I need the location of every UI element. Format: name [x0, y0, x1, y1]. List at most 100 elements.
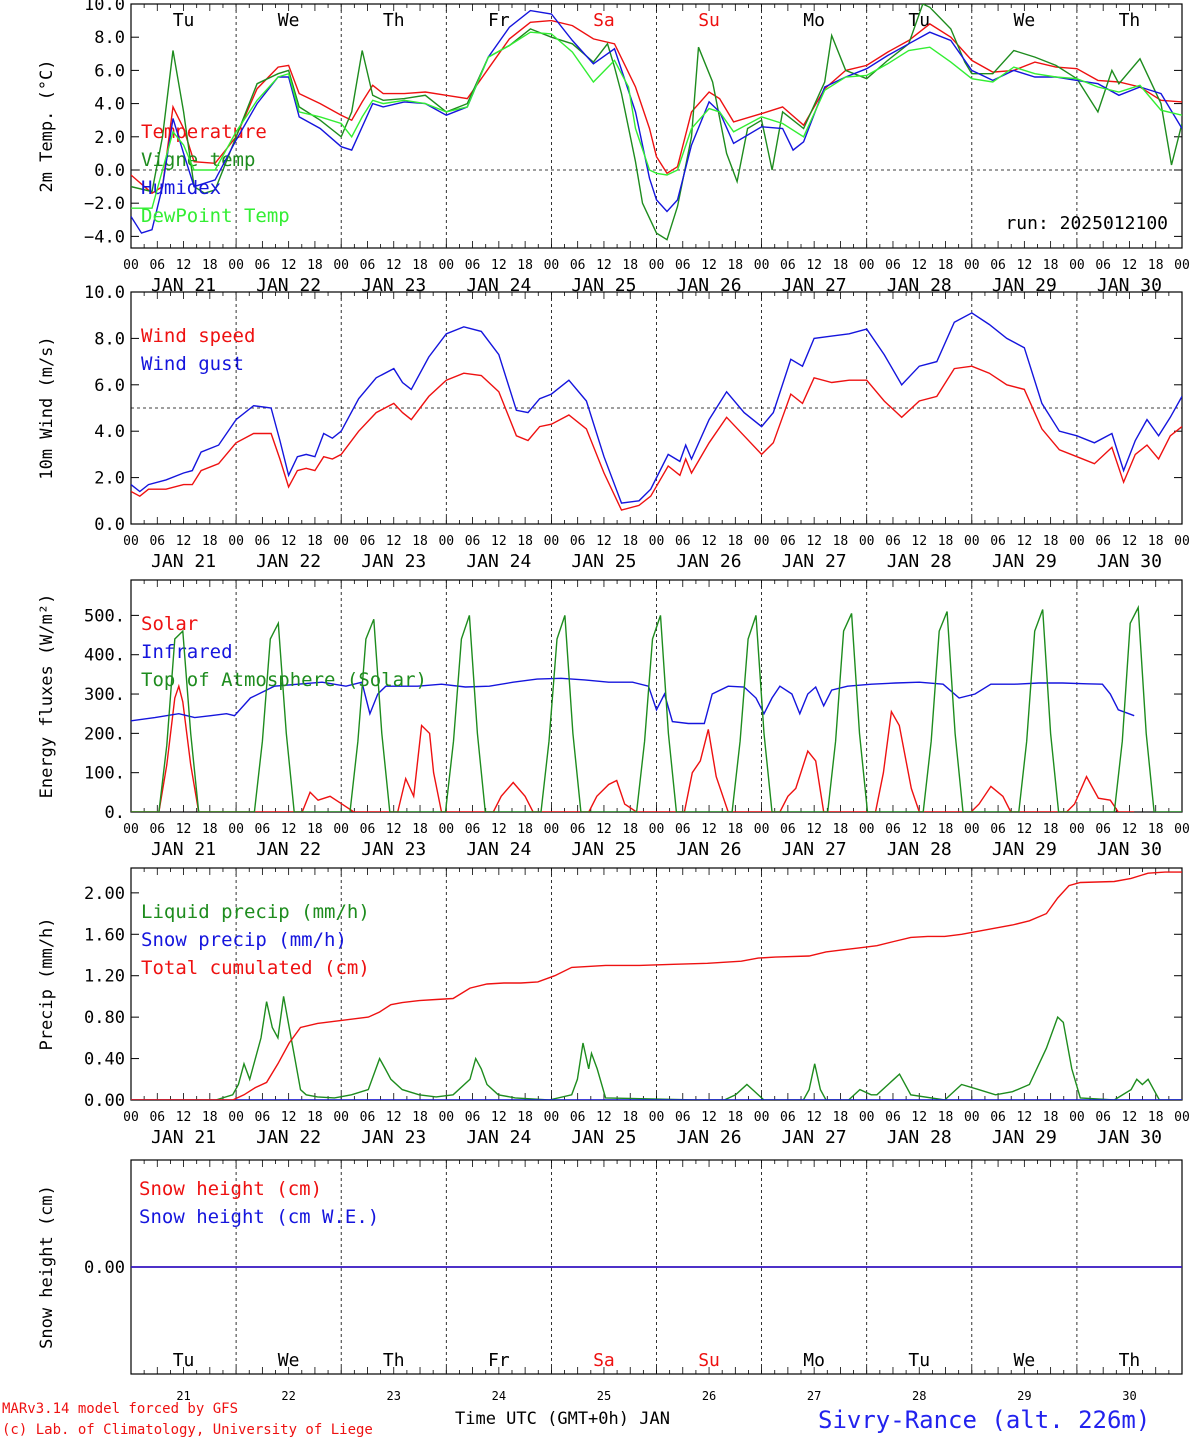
- hour-tick-label: 00: [228, 1110, 244, 1125]
- hour-tick-label: 00: [123, 258, 139, 273]
- hour-tick-label: 18: [938, 822, 954, 837]
- day-number-label: 23: [387, 1389, 401, 1403]
- hour-tick-label: 18: [833, 534, 849, 549]
- hour-tick-label: 00: [964, 258, 980, 273]
- weekday-label: Th: [383, 1350, 405, 1371]
- hour-tick-label: 18: [1043, 534, 1059, 549]
- weekday-label: We: [278, 1350, 300, 1371]
- day-date-label: JAN 28: [887, 839, 952, 860]
- day-date-label: JAN 21: [151, 275, 216, 296]
- y-tick-label: 1.60: [84, 925, 125, 945]
- hour-tick-label: 06: [360, 534, 376, 549]
- weekday-label: Mo: [803, 10, 825, 31]
- hour-tick-label: 00: [1069, 258, 1085, 273]
- y-tick-label: 0.40: [84, 1050, 125, 1070]
- hour-tick-label: 06: [1095, 822, 1111, 837]
- day-date-label: JAN 27: [782, 1127, 847, 1148]
- hour-tick-label: 12: [176, 534, 192, 549]
- hour-tick-label: 00: [228, 534, 244, 549]
- hour-tick-label: 18: [833, 258, 849, 273]
- hour-tick-label: 00: [228, 822, 244, 837]
- hour-tick-label: 06: [360, 822, 376, 837]
- hour-tick-label: 12: [1122, 258, 1138, 273]
- day-number-label: 29: [1017, 1389, 1031, 1403]
- hour-tick-label: 12: [281, 534, 297, 549]
- y-axis-label: 10m Wind (m/s): [37, 336, 57, 479]
- hour-tick-label: 06: [885, 534, 901, 549]
- day-date-label: JAN 30: [1097, 1127, 1162, 1148]
- hour-tick-label: 12: [491, 1110, 507, 1125]
- hour-tick-label: 12: [386, 1110, 402, 1125]
- y-tick-label: 4.0: [94, 95, 125, 115]
- hour-tick-label: 12: [806, 1110, 822, 1125]
- hour-tick-label: 06: [780, 258, 796, 273]
- hour-tick-label: 06: [149, 1110, 165, 1125]
- day-number-label: 27: [807, 1389, 821, 1403]
- hour-tick-label: 06: [990, 534, 1006, 549]
- day-date-label: JAN 29: [992, 551, 1057, 572]
- legend-entry: Vigne temp: [141, 149, 255, 171]
- y-axis-label: Snow height (cm): [37, 1185, 57, 1349]
- day-date-label: JAN 24: [466, 275, 531, 296]
- day-date-label: JAN 23: [361, 275, 426, 296]
- hour-tick-label: 12: [491, 258, 507, 273]
- panel-1: −4.0 −2.0 0.0 2.0 4.0 6.0 8.0 10.0 2m Temp. (°C)…: [37, 0, 1190, 296]
- y-tick-label: −4.0: [84, 227, 125, 247]
- weekday-label: Tu: [908, 10, 930, 31]
- hour-tick-label: 12: [596, 822, 612, 837]
- hour-tick-label: 00: [228, 258, 244, 273]
- hour-tick-label: 18: [517, 1110, 533, 1125]
- y-tick-label: 200.: [84, 724, 125, 744]
- legend-entry: Temperature: [141, 121, 267, 143]
- hour-tick-label: 06: [885, 1110, 901, 1125]
- legend-entry: Top of Atmosphere (Solar): [141, 669, 427, 691]
- hour-tick-label: 12: [1122, 1110, 1138, 1125]
- hour-tick-label: 00: [754, 258, 770, 273]
- hour-tick-label: 12: [911, 534, 927, 549]
- hour-tick-label: 06: [675, 534, 691, 549]
- day-date-label: JAN 27: [782, 275, 847, 296]
- hour-tick-label: 00: [544, 258, 560, 273]
- legend-entry: Infrared: [141, 641, 233, 663]
- hour-tick-label: 06: [149, 534, 165, 549]
- hour-tick-label: 06: [465, 534, 481, 549]
- hour-tick-label: 00: [544, 534, 560, 549]
- hour-tick-label: 00: [649, 822, 665, 837]
- hour-tick-label: 18: [412, 258, 428, 273]
- y-tick-label: 10.0: [84, 283, 125, 303]
- legend-entry: Total cumulated (cm): [141, 957, 370, 979]
- day-date-label: JAN 22: [256, 551, 321, 572]
- panel-3: 0. 100. 200. 300. 400. 500. Energy fluxes (W/m…: [37, 579, 1190, 860]
- day-date-label: JAN 25: [571, 275, 636, 296]
- hour-tick-label: 00: [964, 1110, 980, 1125]
- day-number-label: 21: [176, 1389, 190, 1403]
- hour-tick-label: 06: [255, 258, 271, 273]
- series-line-2: [131, 677, 1135, 725]
- hour-tick-label: 06: [1095, 534, 1111, 549]
- hour-tick-label: 00: [964, 822, 980, 837]
- hour-tick-label: 12: [806, 258, 822, 273]
- hour-tick-label: 18: [412, 1110, 428, 1125]
- weekday-label: Sa: [593, 10, 615, 31]
- weekday-label: Tu: [173, 10, 195, 31]
- y-tick-label: 0.80: [84, 1008, 125, 1028]
- hour-tick-label: 12: [701, 822, 717, 837]
- legend-entry: Humidex: [141, 177, 221, 199]
- day-date-label: JAN 23: [361, 551, 426, 572]
- weekday-label: Tu: [173, 1350, 195, 1371]
- hour-tick-label: 18: [517, 534, 533, 549]
- hour-tick-label: 18: [517, 822, 533, 837]
- lab-credit: (c) Lab. of Climatology, University of L…: [2, 1422, 373, 1438]
- weekday-label: Su: [698, 10, 720, 31]
- series-line-1: [131, 19, 1182, 195]
- time-axis-label: Time UTC (GMT+0h) JAN: [455, 1409, 670, 1429]
- hour-tick-label: 06: [780, 822, 796, 837]
- y-tick-label: 0.00: [84, 1091, 125, 1111]
- hour-tick-label: 00: [123, 534, 139, 549]
- y-tick-label: 0.0: [94, 161, 125, 181]
- y-tick-label: 300.: [84, 685, 125, 705]
- hour-tick-label: 18: [622, 258, 638, 273]
- day-date-label: JAN 29: [992, 1127, 1057, 1148]
- day-date-label: JAN 21: [151, 1127, 216, 1148]
- y-tick-label: 8.0: [94, 28, 125, 48]
